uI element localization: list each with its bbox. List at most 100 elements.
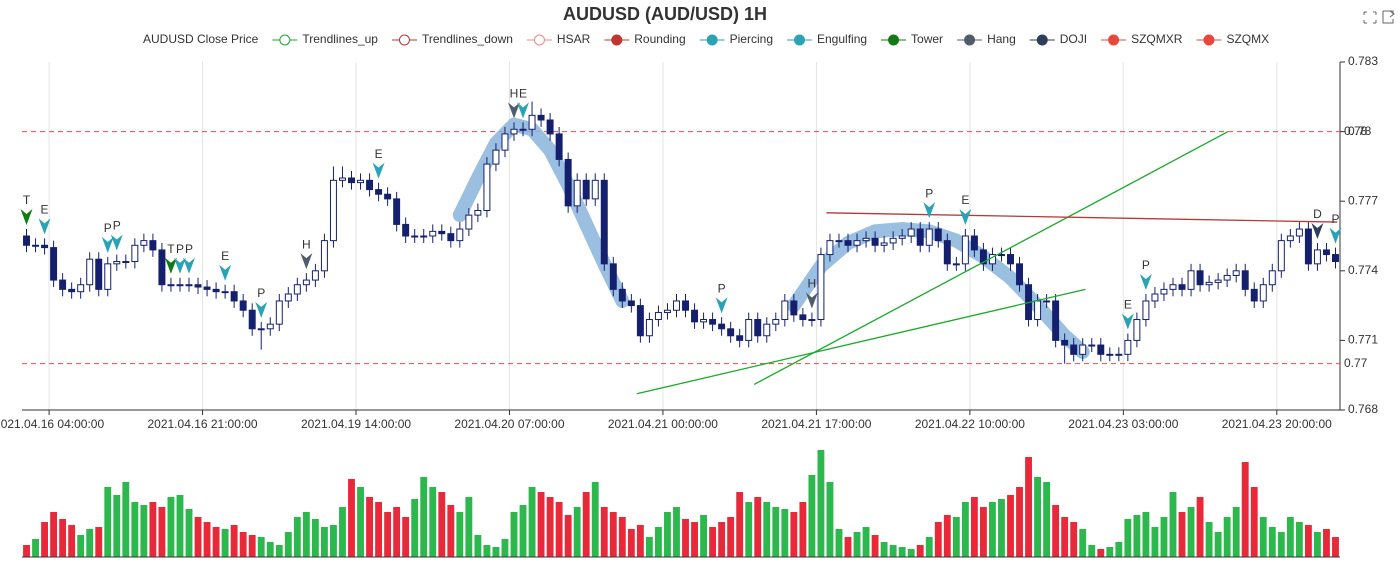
volume-bar — [1034, 477, 1042, 557]
volume-bar — [1106, 547, 1114, 557]
candle-body — [329, 179, 337, 242]
candle-body — [113, 261, 121, 265]
pattern-label: T — [23, 193, 31, 207]
candle-body — [275, 300, 283, 325]
restore-icon[interactable] — [1382, 10, 1395, 24]
volume-bar — [1314, 532, 1321, 557]
volume-bar — [1295, 522, 1303, 557]
volume-bar — [916, 545, 924, 557]
volume-bar — [519, 505, 527, 557]
volume-bar — [718, 522, 726, 557]
x-tick-label: 2021.04.22 10:00:00 — [915, 417, 1025, 431]
volume-bar — [700, 515, 707, 557]
candle-body — [1196, 270, 1204, 286]
pattern-label: H — [510, 86, 519, 100]
candle-body — [1268, 270, 1276, 286]
pattern-label: P — [113, 219, 121, 233]
pattern-marker — [1311, 222, 1324, 239]
volume-bar — [943, 515, 951, 557]
candle-body — [1061, 339, 1069, 346]
candle-body — [1322, 249, 1330, 256]
candle-body — [239, 300, 247, 311]
legend-label[interactable]: Engulfing — [817, 32, 867, 46]
candle-body — [1151, 293, 1159, 302]
volume-bar — [763, 502, 771, 557]
volume-bar — [293, 517, 301, 557]
volume-bar — [456, 512, 464, 557]
volume-bar — [528, 487, 536, 557]
volume-bar — [1061, 517, 1069, 557]
volume-bar — [302, 512, 310, 557]
legend-label[interactable]: Hang — [987, 32, 1016, 46]
volume-bar — [483, 545, 491, 557]
volume-bar — [348, 479, 355, 557]
candle-body — [284, 293, 292, 302]
legend-label[interactable]: HSAR — [557, 32, 591, 46]
candle-body — [537, 114, 545, 121]
x-tick-label: 2021.04.21 17:00:00 — [761, 417, 871, 431]
zoom-icon[interactable] — [1363, 11, 1377, 24]
volume-bar — [41, 522, 48, 557]
legend-label[interactable]: AUDUSD Close Price — [143, 32, 259, 46]
legend-label[interactable]: DOJI — [1060, 32, 1087, 46]
volume-bar — [889, 545, 897, 557]
candle-body — [826, 240, 834, 256]
volume-bar — [609, 512, 617, 557]
candle-body — [1034, 300, 1042, 321]
legend-label[interactable]: SZQMX — [1226, 32, 1269, 46]
volume-bar — [275, 545, 283, 557]
pattern-marker — [1139, 274, 1152, 290]
candle-body — [320, 240, 328, 272]
pattern-label: P — [257, 286, 265, 300]
volume-bar — [158, 507, 166, 557]
level-label: 0.77 — [1344, 356, 1368, 370]
volume-bar — [880, 542, 888, 557]
candle-body — [158, 249, 166, 286]
legend-label[interactable]: Trendlines_up — [302, 32, 378, 46]
candle-body — [709, 319, 717, 325]
volume-bar — [745, 502, 753, 557]
candle-body — [853, 240, 861, 246]
legend-symbol — [888, 34, 900, 46]
pattern-marker — [300, 253, 313, 270]
candle-body — [1169, 284, 1177, 290]
candle-body — [754, 319, 762, 337]
candle-body — [59, 279, 67, 290]
legend-label[interactable]: Piercing — [730, 32, 773, 46]
trendline-up — [636, 288, 1086, 395]
volume-bar — [727, 517, 735, 557]
candle-body — [338, 177, 346, 181]
candle-body — [519, 128, 527, 131]
pattern-marker — [101, 236, 114, 253]
legend-label[interactable]: Rounding — [634, 32, 685, 46]
candle-body — [817, 254, 825, 321]
candle-body — [528, 114, 536, 130]
volume-bar — [50, 512, 58, 557]
volume-bar — [1097, 549, 1105, 557]
volume-bar — [998, 499, 1005, 557]
candle-body — [880, 242, 888, 246]
candle-body — [654, 312, 662, 321]
pattern-marker — [959, 209, 972, 226]
volume-bar — [1070, 522, 1078, 557]
volume-bar — [645, 537, 653, 557]
trendline-up — [753, 131, 1229, 386]
legend-label[interactable]: Trendlines_down — [422, 32, 513, 46]
pattern-label: E — [961, 193, 969, 207]
toolbox[interactable] — [1363, 10, 1395, 24]
candle-body — [366, 179, 374, 191]
legend-label[interactable]: Tower — [911, 32, 943, 46]
candle-body — [1052, 300, 1060, 341]
candle-body — [1178, 284, 1186, 290]
volume-bar — [1007, 495, 1014, 557]
candle-body — [1277, 240, 1285, 272]
candle-body — [600, 179, 608, 265]
volume-bar — [989, 502, 996, 557]
volume-bar — [1232, 507, 1240, 557]
volume-bar — [320, 527, 328, 557]
volume-bar — [284, 532, 292, 557]
pattern-marker — [805, 292, 818, 309]
candle-body — [997, 254, 1005, 257]
candle-body — [907, 228, 915, 237]
legend-label[interactable]: SZQMXR — [1131, 32, 1183, 46]
